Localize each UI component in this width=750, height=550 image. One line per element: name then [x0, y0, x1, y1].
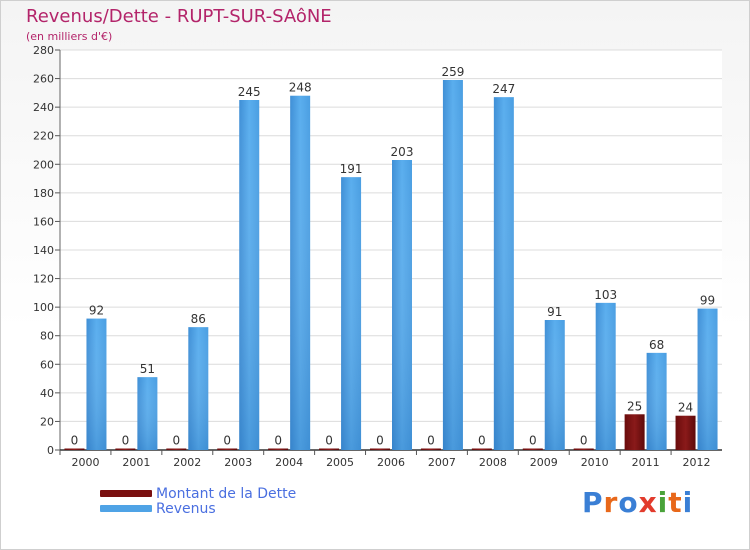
- y-tick-label: 100: [33, 301, 54, 314]
- y-tick-label: 0: [47, 444, 54, 457]
- bar-revenus-shade: [646, 352, 667, 450]
- bar-revenus-shade: [442, 80, 463, 450]
- data-label-dette: 0: [325, 434, 333, 448]
- bar-revenus-shade: [392, 160, 412, 450]
- bar-dette: [166, 448, 187, 450]
- y-tick-label: 280: [33, 44, 54, 57]
- chart-title: Revenus/Dette - RUPT-SUR-SAôNE: [26, 6, 332, 27]
- x-tick-label: 2009: [530, 456, 558, 469]
- y-tick-label: 160: [33, 215, 54, 228]
- bar-revenus-shade: [290, 95, 311, 450]
- data-label-dette: 0: [71, 434, 79, 448]
- bar-dette: [268, 448, 289, 450]
- bar-revenus-shade: [493, 97, 514, 451]
- bar-dette: [217, 448, 238, 450]
- y-tick-label: 60: [40, 358, 54, 371]
- y-tick-label: 220: [33, 130, 54, 143]
- data-label-dette: 0: [223, 434, 231, 448]
- bar-dette: [115, 448, 136, 450]
- data-label-revenus: 203: [391, 145, 414, 159]
- proxiti-logo: Proxiti: [582, 486, 693, 519]
- x-tick-label: 2011: [632, 456, 660, 469]
- data-label-revenus: 245: [238, 85, 261, 99]
- data-label-revenus: 99: [700, 294, 715, 308]
- data-label-revenus: 259: [441, 65, 464, 79]
- y-tick-label: 80: [40, 330, 54, 343]
- bar-revenus-shade: [239, 100, 260, 450]
- data-label-dette: 0: [478, 434, 486, 448]
- bar-dette: [573, 448, 594, 450]
- y-tick-label: 40: [40, 387, 54, 400]
- x-tick-label: 2008: [479, 456, 507, 469]
- bar-revenus-shade: [697, 308, 718, 450]
- bar-dette: [420, 448, 441, 450]
- data-label-dette: 25: [627, 399, 642, 413]
- data-label-revenus: 248: [289, 81, 312, 95]
- x-tick-label: 2012: [683, 456, 711, 469]
- legend: Montant de la Dette Revenus: [100, 485, 297, 517]
- y-tick-label: 20: [40, 415, 54, 428]
- bar-revenus-shade: [86, 318, 107, 450]
- y-tick-label: 200: [33, 158, 54, 171]
- logo-letter: r: [603, 486, 619, 519]
- bar-dette: [64, 448, 85, 450]
- data-label-dette: 0: [172, 434, 180, 448]
- y-tick-label: 140: [33, 244, 54, 257]
- data-label-dette: 0: [274, 434, 282, 448]
- bar-dette: [370, 448, 390, 450]
- data-label-revenus: 86: [191, 312, 206, 326]
- data-label-revenus: 247: [492, 82, 515, 96]
- bar-dette: [471, 448, 492, 450]
- y-tick-label: 180: [33, 187, 54, 200]
- data-label-revenus: 92: [89, 304, 104, 318]
- x-tick-label: 2006: [377, 456, 405, 469]
- logo-letter: x: [638, 486, 658, 519]
- bar-revenus-shade: [595, 302, 616, 450]
- legend-label-dette: Montant de la Dette: [156, 485, 297, 502]
- legend-swatch-revenus: [100, 505, 152, 512]
- x-tick-label: 2000: [71, 456, 99, 469]
- y-tick-label: 260: [33, 73, 54, 86]
- data-label-dette: 0: [427, 434, 435, 448]
- x-tick-label: 2002: [173, 456, 201, 469]
- x-tick-label: 2010: [581, 456, 609, 469]
- legend-swatch-dette: [100, 490, 152, 497]
- bar-dette: [624, 414, 645, 450]
- data-label-dette: 0: [376, 434, 384, 448]
- chart-subtitle: (en milliers d'€): [26, 30, 113, 43]
- data-label-revenus: 191: [340, 162, 363, 176]
- legend-item-revenus: Revenus: [100, 500, 296, 517]
- bar-dette: [675, 415, 696, 450]
- bar-dette: [522, 448, 543, 450]
- data-label-revenus: 68: [649, 338, 664, 352]
- x-tick-label: 2003: [224, 456, 252, 469]
- bar-revenus-shade: [137, 377, 158, 450]
- x-tick-label: 2005: [326, 456, 354, 469]
- y-tick-label: 120: [33, 273, 54, 286]
- x-tick-label: 2001: [122, 456, 150, 469]
- legend-label-revenus: Revenus: [156, 500, 216, 517]
- logo-letter: t: [668, 486, 683, 519]
- legend-item-dette: Montant de la Dette: [100, 485, 297, 502]
- logo-letter: P: [582, 486, 604, 519]
- data-label-revenus: 103: [594, 288, 617, 302]
- x-tick-label: 2007: [428, 456, 456, 469]
- bar-dette: [319, 448, 340, 450]
- data-label-dette: 0: [529, 434, 537, 448]
- x-tick-label: 2004: [275, 456, 303, 469]
- logo-letter: i: [682, 486, 694, 519]
- bar-revenus-shade: [188, 327, 209, 450]
- logo-letter: o: [618, 486, 639, 519]
- data-label-revenus: 51: [140, 362, 155, 376]
- y-tick-label: 240: [33, 101, 54, 114]
- logo-letter: i: [657, 486, 669, 519]
- data-label-dette: 0: [122, 434, 130, 448]
- data-label-dette: 24: [678, 401, 693, 415]
- bar-revenus-shade: [544, 320, 565, 450]
- data-label-revenus: 91: [547, 305, 562, 319]
- bar-revenus-shade: [341, 177, 362, 450]
- data-label-dette: 0: [580, 434, 588, 448]
